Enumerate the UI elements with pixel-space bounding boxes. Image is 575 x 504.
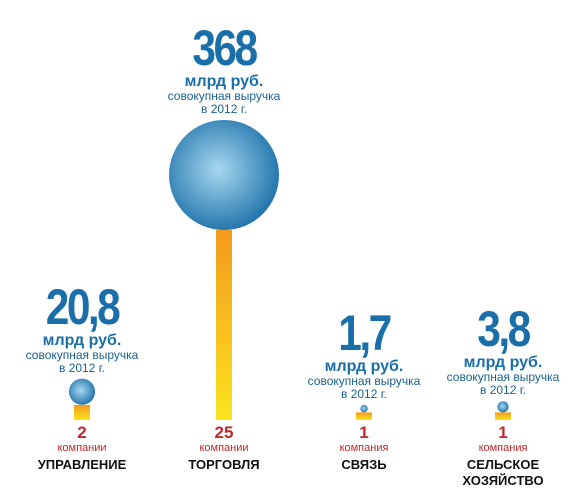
revenue-label: 20,8 млрд руб. совокупная выручка в 2012 г… xyxy=(2,282,162,375)
category-info: 1 компания СЕЛЬСКОЕ ХОЗЯЙСТВО xyxy=(443,424,563,489)
revenue-note: совокупная выручка в 2012 г. xyxy=(25,347,139,375)
revenue-unit: млрд руб. xyxy=(324,357,404,375)
company-word: компания xyxy=(478,442,528,454)
company-stem xyxy=(74,404,90,420)
revenue-value: 3,8 xyxy=(477,301,531,358)
revenue-label: 1,7 млрд руб. совокупная выручка в 2012 г. xyxy=(284,308,444,401)
revenue-value: 20,8 xyxy=(45,278,121,335)
category-label: СВЯЗЬ xyxy=(341,457,387,472)
revenue-unit: млрд руб. xyxy=(463,354,543,372)
revenue-bubble xyxy=(497,401,509,413)
revenue-value: 368 xyxy=(192,20,258,76)
category-label: УПРАВЛЕНИЕ xyxy=(37,457,127,472)
company-stem xyxy=(495,412,511,420)
company-word: компании xyxy=(199,442,249,454)
category-label: СЕЛЬСКОЕ ХОЗЯЙСТВО xyxy=(462,457,544,488)
revenue-unit: млрд руб. xyxy=(42,331,122,349)
revenue-label: 368 млрд руб. совокупная выручка в 2012 г. xyxy=(144,23,304,116)
revenue-unit: млрд руб. xyxy=(184,73,264,90)
category-info: 2 компании УПРАВЛЕНИЕ xyxy=(22,424,142,473)
company-word: компания xyxy=(339,442,389,454)
revenue-note: совокупная выручка в 2012 г. xyxy=(446,370,560,398)
revenue-note: совокупная выручка в 2012 г. xyxy=(167,89,281,116)
revenue-note: совокупная выручка в 2012 г. xyxy=(307,373,421,401)
company-count: 1 xyxy=(359,423,369,442)
category-info: 1 компания СВЯЗЬ xyxy=(304,424,424,473)
category-label: ТОРГОВЛЯ xyxy=(188,457,260,472)
company-count: 1 xyxy=(498,423,508,442)
company-stem xyxy=(216,230,232,420)
revenue-value: 1,7 xyxy=(338,304,392,361)
revenue-label: 3,8 млрд руб. совокупная выручка в 2012 г. xyxy=(423,304,575,397)
revenue-bubble xyxy=(360,404,368,413)
company-word: компании xyxy=(57,442,107,454)
company-count: 25 xyxy=(214,423,234,442)
company-stem xyxy=(356,412,372,420)
revenue-bubble xyxy=(68,378,96,405)
company-count: 2 xyxy=(77,423,87,442)
revenue-bubble xyxy=(169,120,279,230)
category-info: 25 компании ТОРГОВЛЯ xyxy=(164,424,284,473)
